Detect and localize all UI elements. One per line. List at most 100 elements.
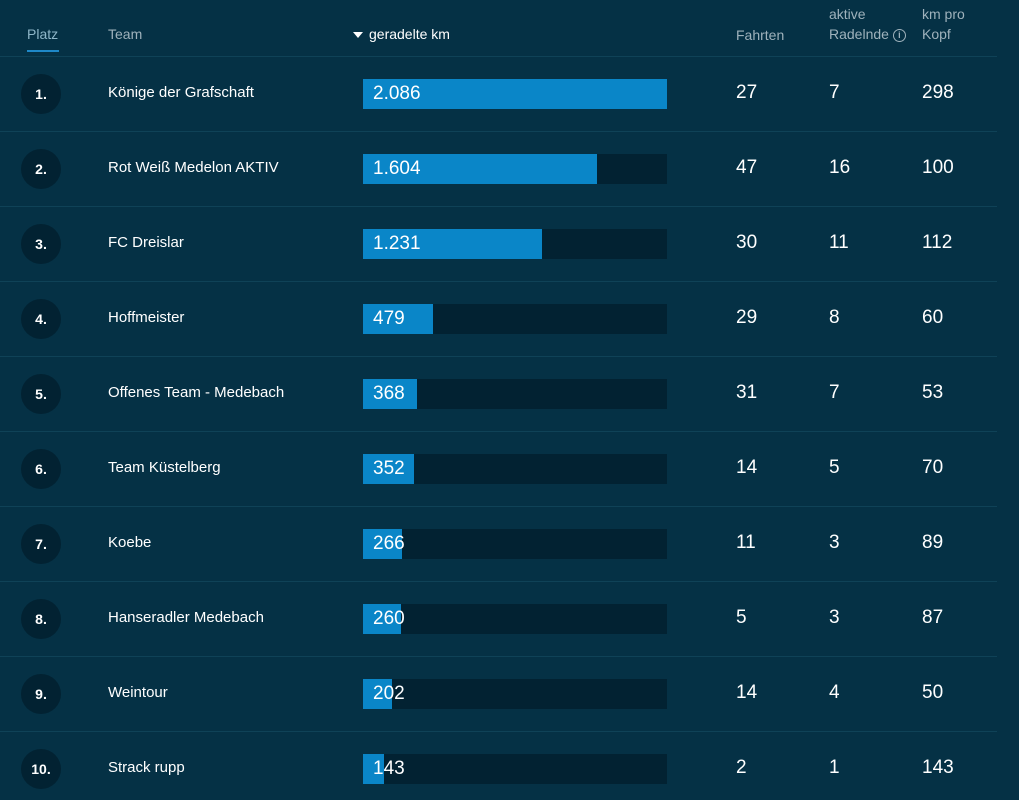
km-value: 1.604 [373,158,421,179]
fahrten-value: 47 [736,157,758,178]
km-value: 202 [373,683,405,704]
km-bar-fill [363,304,433,334]
km-value: 479 [373,308,405,329]
km-bar-fill [363,229,542,259]
rank-badge: 5. [21,374,61,414]
info-icon[interactable]: i [892,29,906,42]
table-row[interactable]: 9. Weintour 202 14 4 50 [0,657,997,732]
km-bar-track: 1.231 [363,229,667,259]
km-bar-fill [363,529,402,559]
team-name[interactable]: Könige der Grafschaft [108,84,254,101]
fahrten-value: 2 [736,757,747,778]
aktive-radelnde-value: 8 [829,307,840,328]
km-pro-kopf-value: 70 [922,457,944,478]
fahrten-value: 14 [736,682,758,703]
km-value: 2.086 [373,83,421,104]
column-header-platz[interactable]: Platz [27,26,59,42]
km-bar-track: 2.086 [363,79,667,109]
column-header-km-pro-kopf[interactable]: km pro Kopf [922,4,992,44]
rank-badge: 9. [21,674,61,714]
aktive-radelnde-value: 4 [829,682,840,703]
km-bar-fill [363,604,401,634]
fahrten-value: 30 [736,232,758,253]
km-value: 266 [373,533,405,554]
km-pro-kopf-value: 50 [922,682,944,703]
km-bar-track: 260 [363,604,667,634]
table-row[interactable]: 1. Könige der Grafschaft 2.086 27 7 298 [0,57,997,132]
km-bar-track: 143 [363,754,667,784]
km-pro-kopf-value: 53 [922,382,944,403]
km-pro-kopf-value: 87 [922,607,944,628]
rank-badge: 8. [21,599,61,639]
km-bar-track: 352 [363,454,667,484]
aktive-radelnde-value: 5 [829,457,840,478]
km-value: 260 [373,608,405,629]
team-name[interactable]: Offenes Team - Medebach [108,384,285,401]
km-bar-fill [363,154,597,184]
table-row[interactable]: 6. Team Küstelberg 352 14 5 70 [0,432,997,507]
km-bar-track: 479 [363,304,667,334]
rank-badge: 6. [21,449,61,489]
team-name[interactable]: Strack rupp [108,759,185,776]
team-name[interactable]: Team Küstelberg [108,459,221,476]
km-bar-track: 368 [363,379,667,409]
fahrten-value: 31 [736,382,758,403]
team-name[interactable]: Rot Weiß Medelon AKTIV [108,159,279,176]
column-header-aktive-line1: aktive [829,6,866,22]
km-pro-kopf-value: 89 [922,532,944,553]
team-name[interactable]: Koebe [108,534,152,551]
rank-badge: 7. [21,524,61,564]
rank-badge: 1. [21,74,61,114]
km-bar-track: 202 [363,679,667,709]
column-header-fahrten[interactable]: Fahrten [736,27,785,43]
aktive-radelnde-value: 3 [829,532,840,553]
fahrten-value: 29 [736,307,758,328]
column-header-team[interactable]: Team [108,26,143,42]
km-bar-fill [363,679,392,709]
km-bar-track: 1.604 [363,154,667,184]
column-header-kmkopf-line1: km pro [922,6,965,22]
column-header-aktive-line2: Radelnde [829,26,889,42]
km-bar-track: 266 [363,529,667,559]
fahrten-value: 14 [736,457,758,478]
fahrten-value: 5 [736,607,747,628]
aktive-radelnde-value: 1 [829,757,840,778]
aktive-radelnde-value: 3 [829,607,840,628]
column-header-aktive-radelnde[interactable]: aktive Radelnde i [829,4,919,44]
aktive-radelnde-value: 11 [829,232,849,253]
km-value: 143 [373,758,405,779]
sort-desc-icon [353,32,363,38]
km-bar-fill [363,79,667,109]
aktive-radelnde-value: 7 [829,382,840,403]
rank-badge: 2. [21,149,61,189]
table-row[interactable]: 3. FC Dreislar 1.231 30 11 112 [0,207,997,282]
column-header-kmkopf-line2: Kopf [922,26,951,42]
active-column-indicator [27,50,59,52]
km-bar-fill [363,754,384,784]
table-row[interactable]: 7. Koebe 266 11 3 89 [0,507,997,582]
aktive-radelnde-value: 16 [829,157,851,178]
table-row[interactable]: 2. Rot Weiß Medelon AKTIV 1.604 47 16 100 [0,132,997,207]
aktive-radelnde-value: 7 [829,82,840,103]
team-name[interactable]: FC Dreislar [108,234,184,251]
table-row[interactable]: 4. Hoffmeister 479 29 8 60 [0,282,997,357]
km-bar-fill [363,379,417,409]
table-header: Platz Team geradelte km Fahrten aktive R… [0,0,997,57]
rank-badge: 10. [21,749,61,789]
team-name[interactable]: Weintour [108,684,168,701]
team-name[interactable]: Hoffmeister [108,309,185,326]
table-row[interactable]: 10. Strack rupp 143 2 1 143 [0,732,997,800]
km-pro-kopf-value: 298 [922,82,954,103]
table-row[interactable]: 8. Hanseradler Medebach 260 5 3 87 [0,582,997,657]
table-row[interactable]: 5. Offenes Team - Medebach 368 31 7 53 [0,357,997,432]
table-body: 1. Könige der Grafschaft 2.086 27 7 298 2. Rot … [0,57,997,800]
km-value: 368 [373,383,405,404]
rank-badge: 4. [21,299,61,339]
team-name[interactable]: Hanseradler Medebach [108,609,264,626]
km-pro-kopf-value: 100 [922,157,954,178]
column-header-km[interactable]: geradelte km [353,24,450,44]
km-pro-kopf-value: 112 [922,232,953,253]
km-pro-kopf-value: 143 [922,757,954,778]
km-value: 352 [373,458,405,479]
